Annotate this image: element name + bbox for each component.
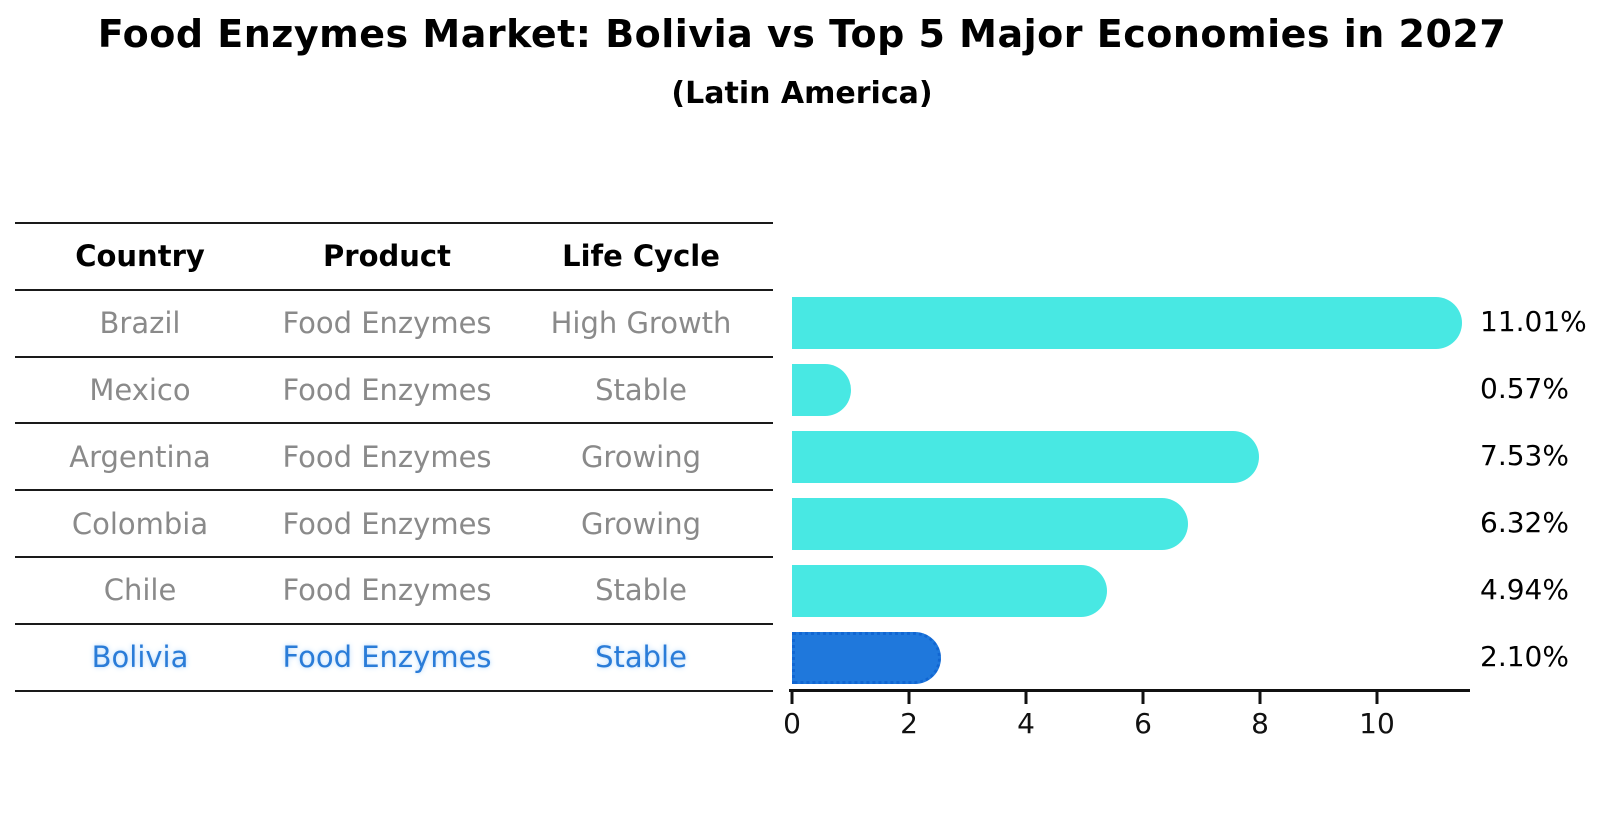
bar-colombia <box>792 497 1188 550</box>
x-axis-tick-label: 8 <box>1251 707 1269 740</box>
value-label-mexico: 0.57% <box>1480 372 1569 406</box>
table-row-brazil: Brazil Food Enzymes High Growth <box>15 289 773 358</box>
cell-country: Argentina <box>15 423 265 492</box>
table-row-mexico: Mexico Food Enzymes Stable <box>15 356 773 425</box>
bar-chile <box>792 564 1107 617</box>
cell-life-cycle: Growing <box>509 490 773 558</box>
bar-argentina <box>792 431 1259 484</box>
header-product: Product <box>265 223 509 291</box>
x-axis-tick <box>790 692 794 704</box>
x-axis-tick-label: 10 <box>1359 707 1395 740</box>
cell-life-cycle: Stable <box>509 556 773 625</box>
cell-country: Chile <box>15 556 265 625</box>
bar-bolivia <box>792 631 941 684</box>
x-axis-tick-label: 6 <box>1134 707 1152 740</box>
x-axis-tick <box>1024 692 1028 704</box>
cell-product: Food Enzymes <box>265 289 509 358</box>
cell-country: Brazil <box>15 289 265 358</box>
value-label-brazil: 11.01% <box>1480 305 1587 339</box>
table-row-bolivia: Bolivia Food Enzymes Stable <box>15 623 773 692</box>
cell-country: Bolivia <box>15 623 265 692</box>
x-axis-tick <box>1375 692 1379 704</box>
x-axis-tick <box>907 692 911 704</box>
cell-product: Food Enzymes <box>265 490 509 558</box>
cell-life-cycle: Growing <box>509 423 773 492</box>
table-header-row: Country Product Life Cycle <box>15 223 773 291</box>
cell-life-cycle: Stable <box>509 356 773 425</box>
x-axis-tick <box>1258 692 1262 704</box>
table-row-argentina: Argentina Food Enzymes Growing <box>15 423 773 492</box>
table-row-chile: Chile Food Enzymes Stable <box>15 556 773 625</box>
chart-title: Food Enzymes Market: Bolivia vs Top 5 Ma… <box>97 12 1507 56</box>
header-life-cycle: Life Cycle <box>509 223 773 291</box>
cell-country: Colombia <box>15 490 265 558</box>
cell-product: Food Enzymes <box>265 623 509 692</box>
bar-brazil <box>792 297 1463 350</box>
x-axis-tick-label: 0 <box>783 707 801 740</box>
cell-life-cycle: Stable <box>509 623 773 692</box>
x-axis-tick-label: 4 <box>1017 707 1035 740</box>
x-axis-line <box>789 689 1470 692</box>
cell-country: Mexico <box>15 356 265 425</box>
bar-mexico <box>792 364 852 417</box>
chart-subtitle: (Latin America) <box>671 76 933 111</box>
value-label-bolivia: 2.10% <box>1480 639 1569 673</box>
country-table: Country Product Life Cycle Brazil Food E… <box>15 222 773 692</box>
value-label-argentina: 7.53% <box>1480 439 1569 473</box>
cell-life-cycle: High Growth <box>509 289 773 358</box>
value-label-chile: 4.94% <box>1480 572 1569 606</box>
cell-product: Food Enzymes <box>265 556 509 625</box>
table-row-colombia: Colombia Food Enzymes Growing <box>15 490 773 558</box>
x-axis-tick <box>1141 692 1145 704</box>
x-axis-tick-label: 2 <box>900 707 918 740</box>
header-country: Country <box>15 223 265 291</box>
cell-product: Food Enzymes <box>265 423 509 492</box>
cell-product: Food Enzymes <box>265 356 509 425</box>
value-label-colombia: 6.32% <box>1480 506 1569 540</box>
